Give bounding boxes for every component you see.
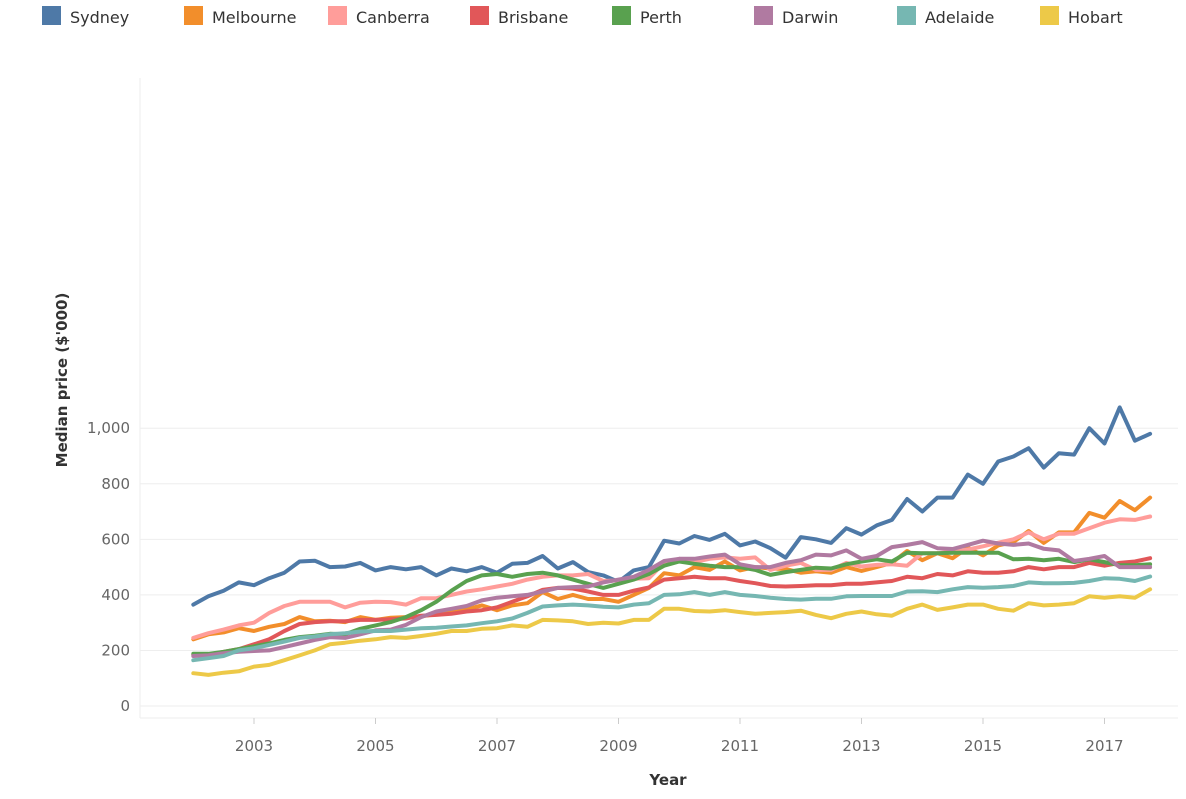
x-tick-label: 2011 bbox=[721, 737, 759, 755]
legend-label: Brisbane bbox=[498, 8, 568, 27]
legend-item-brisbane[interactable]: Brisbane bbox=[470, 6, 568, 27]
legend-label: Hobart bbox=[1068, 8, 1123, 27]
x-tick-label: 2005 bbox=[356, 737, 394, 755]
x-axis-title: Year bbox=[648, 771, 687, 789]
y-tick-label: 200 bbox=[101, 641, 130, 659]
gridlines bbox=[139, 78, 1178, 719]
y-tick-label: 1,000 bbox=[87, 419, 130, 437]
legend-swatch bbox=[1040, 6, 1059, 25]
legend-swatch bbox=[184, 6, 203, 25]
y-axis: 0 200 400 600 800 1,000 bbox=[87, 419, 130, 715]
y-axis-title: Median price ($'000) bbox=[53, 293, 71, 468]
x-tick-label: 2007 bbox=[478, 737, 516, 755]
series-line-darwin bbox=[191, 538, 1153, 658]
legend-label: Perth bbox=[640, 8, 682, 27]
legend-item-melbourne[interactable]: Melbourne bbox=[184, 6, 296, 27]
legend-item-hobart[interactable]: Hobart bbox=[1040, 6, 1123, 27]
y-tick-label: 0 bbox=[120, 697, 130, 715]
legend-label: Sydney bbox=[70, 8, 129, 27]
legend-item-perth[interactable]: Perth bbox=[612, 6, 682, 27]
legend-swatch bbox=[470, 6, 489, 25]
series-line-sydney bbox=[191, 405, 1153, 607]
series-line-hobart bbox=[191, 587, 1153, 677]
legend-swatch bbox=[328, 6, 347, 25]
legend-item-canberra[interactable]: Canberra bbox=[328, 6, 430, 27]
legend-swatch bbox=[897, 6, 916, 25]
x-tick-label: 2015 bbox=[964, 737, 1002, 755]
series-line-adelaide bbox=[191, 574, 1153, 663]
series-lines bbox=[191, 405, 1153, 677]
legend-label: Canberra bbox=[356, 8, 430, 27]
y-tick-label: 400 bbox=[101, 586, 130, 604]
x-axis: 2003 2005 2007 2009 2011 2013 2015 2017 bbox=[235, 718, 1124, 755]
x-tick-label: 2003 bbox=[235, 737, 273, 755]
legend-label: Darwin bbox=[782, 8, 838, 27]
legend-label: Adelaide bbox=[925, 8, 994, 27]
legend-label: Melbourne bbox=[212, 8, 296, 27]
x-tick-label: 2017 bbox=[1085, 737, 1123, 755]
legend: Sydney Melbourne Canberra Brisbane Perth Darw… bbox=[42, 6, 1123, 27]
series-line-brisbane bbox=[191, 556, 1153, 658]
y-tick-label: 600 bbox=[101, 530, 130, 548]
x-tick-label: 2013 bbox=[842, 737, 880, 755]
y-tick-label: 800 bbox=[101, 475, 130, 493]
x-tick-label: 2009 bbox=[599, 737, 637, 755]
legend-swatch bbox=[42, 6, 61, 25]
legend-item-adelaide[interactable]: Adelaide bbox=[897, 6, 994, 27]
legend-swatch bbox=[754, 6, 773, 25]
legend-item-sydney[interactable]: Sydney bbox=[42, 6, 129, 27]
legend-item-darwin[interactable]: Darwin bbox=[754, 6, 838, 27]
legend-swatch bbox=[612, 6, 631, 25]
